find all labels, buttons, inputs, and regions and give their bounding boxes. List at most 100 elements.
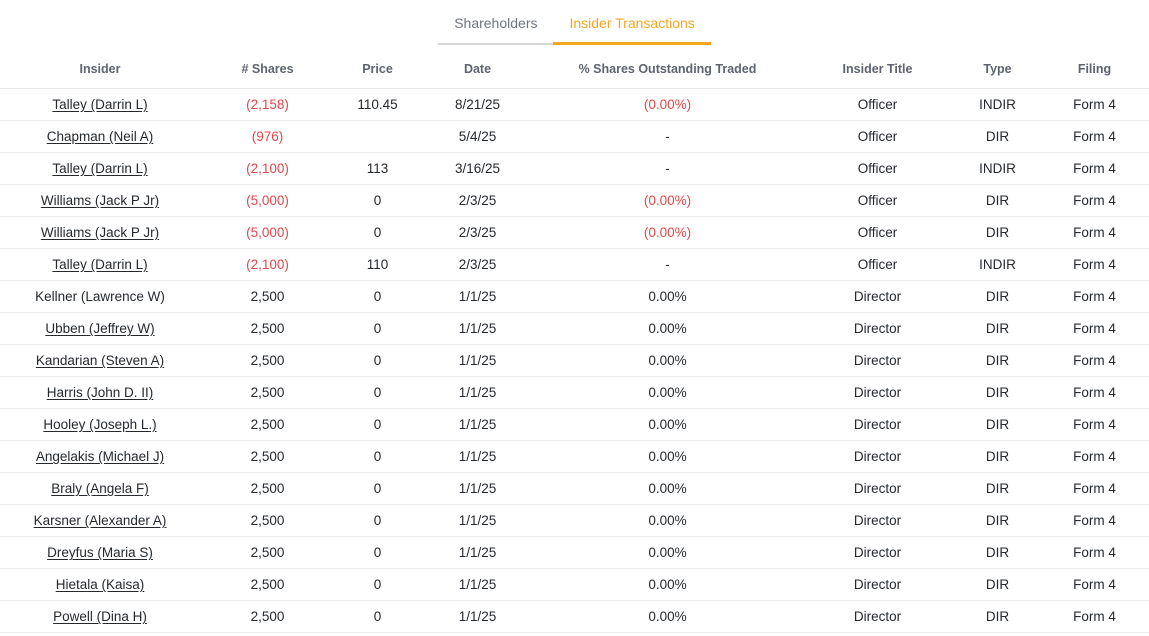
table-row: Talley (Darrin L) (2,100) 110 2/3/25- Office… — [0, 248, 1149, 281]
title-cell: Director — [800, 472, 955, 505]
insider-link[interactable]: Karsner (Alexander A) — [33, 513, 167, 528]
filing-cell: Form 4 — [1040, 88, 1149, 121]
pct-cell: (0.00%) — [535, 216, 800, 249]
price-cell — [335, 120, 420, 153]
filing-cell: Form 4 — [1040, 376, 1149, 409]
pct-cell: 0.00% — [535, 312, 800, 345]
price-cell: 113 — [335, 152, 420, 185]
insider-cell: Hooley (Joseph L.) — [0, 408, 200, 441]
pct-cell: - — [535, 248, 800, 281]
title-cell: Officer — [800, 216, 955, 249]
insider-link[interactable]: Dreyfus (Maria S) — [47, 545, 153, 560]
date-cell: 1/1/25 — [420, 408, 535, 441]
insider-link[interactable]: Williams (Jack P Jr) — [40, 225, 160, 240]
table-header-row: Insider # Shares Price Date% Shares Outstan… — [0, 56, 1149, 89]
price-cell: 0 — [335, 408, 420, 441]
filing-cell: Form 4 — [1040, 120, 1149, 153]
pct-cell: 0.00% — [535, 440, 800, 473]
date-cell: 3/16/25 — [420, 152, 535, 185]
insider-link[interactable]: Harris (John D. II) — [46, 385, 154, 400]
insider-link[interactable]: Talley (Darrin L) — [52, 257, 148, 272]
insider-link[interactable]: Braly (Angela F) — [51, 481, 149, 496]
date-cell: 1/1/25 — [420, 600, 535, 633]
insider-cell: Braly (Angela F) — [0, 472, 200, 505]
shares-cell: (976) — [200, 120, 335, 153]
filing-cell: Form 4 — [1040, 408, 1149, 441]
table-row: Chapman (Neil A) (976) 5/4/25- Officer DIR Fo… — [0, 120, 1149, 153]
price-cell: 0 — [335, 184, 420, 217]
price-cell: 0 — [335, 376, 420, 409]
table-row: Kandarian (Steven A) 2,500 0 1/1/25 0.00% Dir… — [0, 344, 1149, 377]
filing-cell: Form 4 — [1040, 440, 1149, 473]
insider-link[interactable]: Hooley (Joseph L.) — [43, 417, 157, 432]
insider-cell: Williams (Jack P Jr) — [0, 216, 200, 249]
type-cell: DIR — [955, 120, 1040, 153]
pct-cell: 0.00% — [535, 504, 800, 537]
tab-shareholders[interactable]: Shareholders — [438, 0, 554, 45]
insider-link[interactable]: Powell (Dina H) — [53, 609, 147, 624]
insider-link[interactable]: Kandarian (Steven A) — [35, 353, 165, 368]
insider-link[interactable]: Williams (Jack P Jr) — [40, 193, 160, 208]
table-row: Dreyfus (Maria S) 2,500 0 1/1/25 0.00% Direct… — [0, 536, 1149, 569]
type-cell: DIR — [955, 600, 1040, 633]
type-cell: DIR — [955, 568, 1040, 601]
type-cell: DIR — [955, 344, 1040, 377]
date-cell: 1/1/25 — [420, 280, 535, 313]
table-row: Ubben (Jeffrey W) 2,500 0 1/1/25 0.00% Direct… — [0, 312, 1149, 345]
insider-link[interactable]: Chapman (Neil A) — [46, 129, 154, 144]
type-cell: DIR — [955, 376, 1040, 409]
pct-cell: 0.00% — [535, 600, 800, 633]
insider-link[interactable]: Talley (Darrin L) — [52, 97, 148, 112]
insider-cell: Ubben (Jeffrey W) — [0, 312, 200, 345]
pct-cell: (0.00%) — [535, 88, 800, 121]
tab-insider-transactions-label: Insider Transactions — [569, 15, 695, 31]
date-cell: 2/3/25 — [420, 184, 535, 217]
insider-cell: Hietala (Kaisa) — [0, 568, 200, 601]
insider-link[interactable]: Ubben (Jeffrey W) — [45, 321, 155, 336]
shares-cell: 2,500 — [200, 408, 335, 441]
filing-cell: Form 4 — [1040, 248, 1149, 281]
pct-cell: 0.00% — [535, 344, 800, 377]
filing-cell: Form 4 — [1040, 600, 1149, 633]
tab-insider-transactions[interactable]: Insider Transactions — [553, 0, 711, 45]
shares-cell: 2,500 — [200, 504, 335, 537]
shares-cell: 2,500 — [200, 376, 335, 409]
table-row: Karsner (Alexander A) 2,500 0 1/1/25 0.00% Di… — [0, 504, 1149, 537]
type-cell: DIR — [955, 216, 1040, 249]
title-cell: Officer — [800, 248, 955, 281]
pct-cell: (0.00%) — [535, 184, 800, 217]
title-cell: Director — [800, 600, 955, 633]
pct-cell: 0.00% — [535, 472, 800, 505]
title-cell: Officer — [800, 88, 955, 121]
insider-link[interactable]: Angelakis (Michael J) — [35, 449, 165, 464]
column-header-date: Date — [420, 56, 535, 89]
type-cell: DIR — [955, 440, 1040, 473]
title-cell: Director — [800, 568, 955, 601]
filing-cell: Form 4 — [1040, 568, 1149, 601]
date-cell: 2/3/25 — [420, 216, 535, 249]
price-cell: 0 — [335, 568, 420, 601]
insider-cell: Powell (Dina H) — [0, 600, 200, 633]
insider-transactions-table: Insider # Shares Price Date% Shares Outstan… — [0, 56, 1149, 633]
insider-link[interactable]: Talley (Darrin L) — [52, 161, 148, 176]
table-row: Williams (Jack P Jr) (5,000) 0 2/3/25 (0.00%… — [0, 184, 1149, 217]
date-cell: 1/1/25 — [420, 440, 535, 473]
type-cell: DIR — [955, 184, 1040, 217]
date-cell: 1/1/25 — [420, 376, 535, 409]
shares-cell: (2,100) — [200, 248, 335, 281]
type-cell: DIR — [955, 504, 1040, 537]
title-cell: Director — [800, 440, 955, 473]
insider-cell: Talley (Darrin L) — [0, 248, 200, 281]
table-row: Talley (Darrin L) (2,100) 113 3/16/25- Offic… — [0, 152, 1149, 185]
shares-cell: 2,500 — [200, 344, 335, 377]
type-cell: DIR — [955, 472, 1040, 505]
date-cell: 1/1/25 — [420, 344, 535, 377]
insider-link[interactable]: Hietala (Kaisa) — [55, 577, 145, 592]
pct-cell: - — [535, 120, 800, 153]
column-header-pct: % Shares Outstanding Traded — [535, 56, 800, 89]
date-cell: 5/4/25 — [420, 120, 535, 153]
column-header-title: Insider Title — [800, 56, 955, 89]
pct-cell: 0.00% — [535, 536, 800, 569]
insider-name: Kellner (Lawrence W) — [35, 289, 165, 304]
title-cell: Director — [800, 408, 955, 441]
